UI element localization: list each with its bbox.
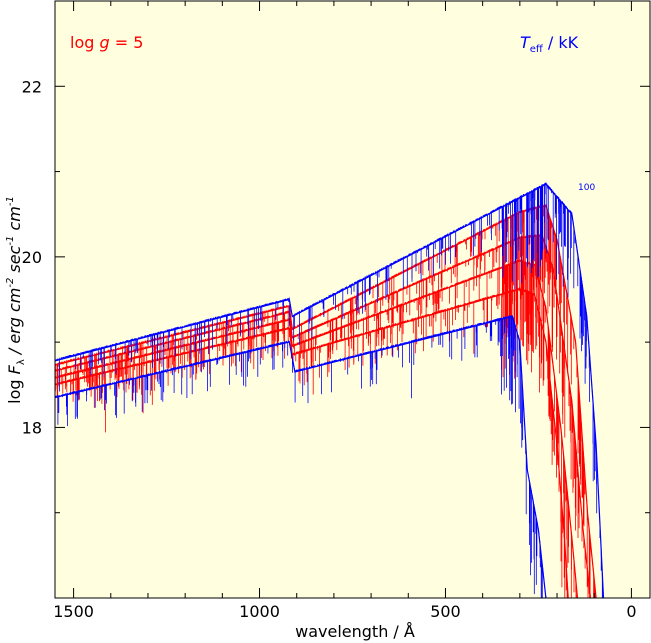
plot-frame xyxy=(54,0,651,599)
logg-text: log xyxy=(70,33,99,52)
continuum-line xyxy=(54,183,605,599)
ylabel-lambda: λ xyxy=(16,359,27,365)
teff-T: T xyxy=(520,33,531,52)
ylabel-F: F xyxy=(5,364,24,374)
logg-value: = 5 xyxy=(110,33,144,52)
y-tick-label: 22 xyxy=(22,77,42,96)
x-axis-label: wavelength / Å xyxy=(295,622,415,641)
x-tick-label: 1000 xyxy=(239,602,280,621)
teff-sub: eff xyxy=(530,44,544,55)
y-tick-label: 18 xyxy=(22,418,42,437)
logg-annotation: log g = 5 xyxy=(70,33,143,52)
teff-annotation: Teff / kK xyxy=(520,33,579,55)
continuum-line xyxy=(54,288,569,599)
y-tick-label: 20 xyxy=(22,248,42,267)
continuum-line xyxy=(54,315,547,599)
ylabel-exp2: -1 xyxy=(5,236,16,246)
teff-unit: / kK xyxy=(543,33,579,52)
ylabel-exp3: -1 xyxy=(5,196,16,206)
top-curve-label: 100 xyxy=(578,183,595,193)
ylabel-log: log xyxy=(5,374,24,403)
x-tick-label: 0 xyxy=(626,602,636,621)
x-tick-label: 1500 xyxy=(53,602,94,621)
ylabel-exp1: -2 xyxy=(5,278,16,288)
x-tick-label: 500 xyxy=(430,602,461,621)
continuum-line xyxy=(54,204,597,599)
ylabel-sec: sec xyxy=(5,245,24,277)
ylabel-erg: / erg cm xyxy=(5,288,24,360)
axis-ticks: 1500 1000 500 0 18 20 22 xyxy=(22,0,650,621)
y-axis-label: log Fλ / erg cm-2 sec-1 cm-1 xyxy=(5,196,27,404)
continuum-line xyxy=(54,260,579,599)
logg-g: g xyxy=(99,33,109,52)
ylabel-cm: cm xyxy=(5,206,24,235)
